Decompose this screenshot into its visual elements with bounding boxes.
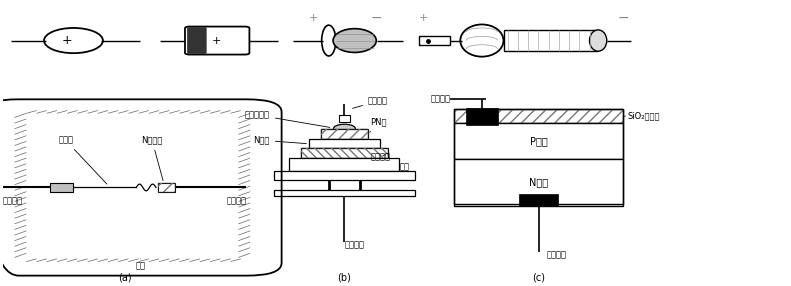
Text: 阴极引线: 阴极引线 <box>226 196 246 205</box>
Text: P型硅: P型硅 <box>530 136 547 146</box>
Bar <box>504 30 598 51</box>
Bar <box>466 108 498 124</box>
Bar <box>157 183 175 192</box>
Ellipse shape <box>322 25 336 56</box>
Text: (b): (b) <box>338 272 351 282</box>
Text: 阳极引线: 阳极引线 <box>353 96 388 108</box>
Bar <box>339 115 350 122</box>
Bar <box>454 109 623 123</box>
Bar <box>290 158 399 171</box>
Text: 外壳: 外壳 <box>135 259 146 271</box>
Text: 阳极引线: 阳极引线 <box>430 94 451 103</box>
Text: (c): (c) <box>532 272 545 282</box>
Text: PN结: PN结 <box>370 118 387 132</box>
Bar <box>321 129 368 138</box>
Text: +: + <box>62 34 73 47</box>
Bar <box>454 109 623 123</box>
Ellipse shape <box>333 29 377 52</box>
Text: N型锗片: N型锗片 <box>142 136 163 180</box>
Bar <box>419 36 451 45</box>
Bar <box>301 148 388 158</box>
Text: 阴极引线: 阴极引线 <box>547 250 566 259</box>
Ellipse shape <box>334 124 355 133</box>
Text: +: + <box>212 35 221 45</box>
FancyBboxPatch shape <box>185 27 249 55</box>
Text: −: − <box>618 11 629 25</box>
Bar <box>301 148 388 158</box>
Ellipse shape <box>589 30 607 51</box>
Bar <box>454 109 623 206</box>
Text: N型硅: N型硅 <box>253 136 306 145</box>
Text: +: + <box>308 13 318 23</box>
Text: N型硅: N型硅 <box>529 177 548 187</box>
Bar <box>50 183 74 192</box>
Bar <box>274 190 415 196</box>
FancyBboxPatch shape <box>187 27 206 54</box>
Text: −: − <box>370 11 382 25</box>
Bar <box>454 123 623 160</box>
Text: 阳极引线: 阳极引线 <box>3 196 23 205</box>
Bar <box>157 183 175 192</box>
Text: SiO₂保护层: SiO₂保护层 <box>627 112 660 121</box>
Text: (a): (a) <box>118 272 131 282</box>
Text: 铝合金小球: 铝合金小球 <box>245 110 330 127</box>
Text: 金属丝: 金属丝 <box>58 136 107 184</box>
Text: 底座: 底座 <box>399 162 410 171</box>
Text: 金锑合金: 金锑合金 <box>370 152 391 162</box>
Text: +: + <box>418 13 428 23</box>
Bar <box>321 129 368 138</box>
Text: 阴极引线: 阴极引线 <box>344 240 365 249</box>
Bar <box>519 194 558 206</box>
Bar <box>309 138 380 148</box>
Bar <box>274 171 415 180</box>
Bar <box>454 160 623 204</box>
Ellipse shape <box>460 25 504 57</box>
